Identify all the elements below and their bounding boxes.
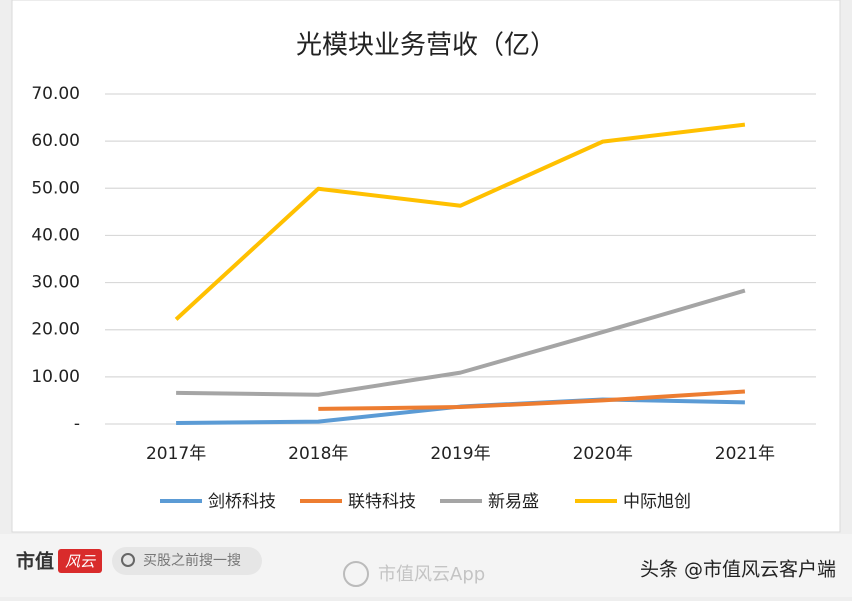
logo-text: 市值 [16,550,54,573]
y-tick-label: 60.00 [31,131,80,151]
logo-badge: 风云 [65,553,96,571]
x-tick-label: 2019年 [430,444,490,464]
y-tick-label: 20.00 [31,320,80,340]
logo-badge-bg [58,549,102,573]
y-tick-label: - [74,414,80,434]
y-tick-label: 70.00 [31,84,80,104]
y-tick-label: 50.00 [31,178,80,198]
y-tick-label: 40.00 [31,225,80,245]
search-box[interactable] [112,547,262,575]
watermark-icon [343,561,369,587]
chart-title: 光模块业务营收（亿） [296,31,556,61]
watermark: 市值风云App [378,564,485,585]
x-tick-label: 2018年 [288,444,348,464]
x-tick-label: 2017年 [146,444,206,464]
chart-area [11,0,841,533]
search-icon [121,553,135,567]
y-tick-label: 10.00 [31,367,80,387]
series-line [176,288,746,397]
source: 头条 @市值风云客户端 [640,559,836,581]
search-text[interactable]: 买股之前搜一搜 [143,552,241,569]
series-line [174,122,746,321]
legend-label: 联特科技 [348,492,416,512]
legend-label: 新易盛 [488,492,539,512]
legend-label: 剑桥科技 [208,492,276,512]
x-tick-label: 2020年 [573,444,633,464]
series-line [318,389,746,411]
y-tick-label: 30.00 [31,273,80,293]
x-tick-label: 2021年 [715,444,775,464]
legend-label: 中际旭创 [623,492,691,512]
